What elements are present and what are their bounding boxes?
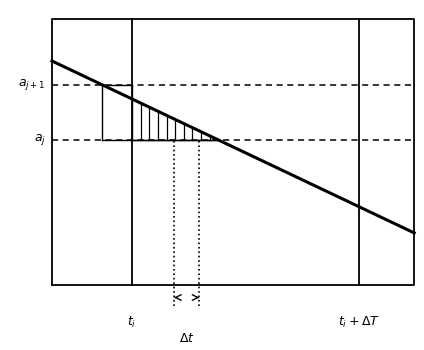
- Text: $t_i+\Delta T$: $t_i+\Delta T$: [338, 315, 380, 330]
- Text: $\Delta t$: $\Delta t$: [179, 332, 195, 345]
- Text: $a_j$: $a_j$: [33, 132, 46, 147]
- Text: $a_{j+1}$: $a_{j+1}$: [18, 77, 46, 92]
- Text: $t_i$: $t_i$: [127, 315, 137, 330]
